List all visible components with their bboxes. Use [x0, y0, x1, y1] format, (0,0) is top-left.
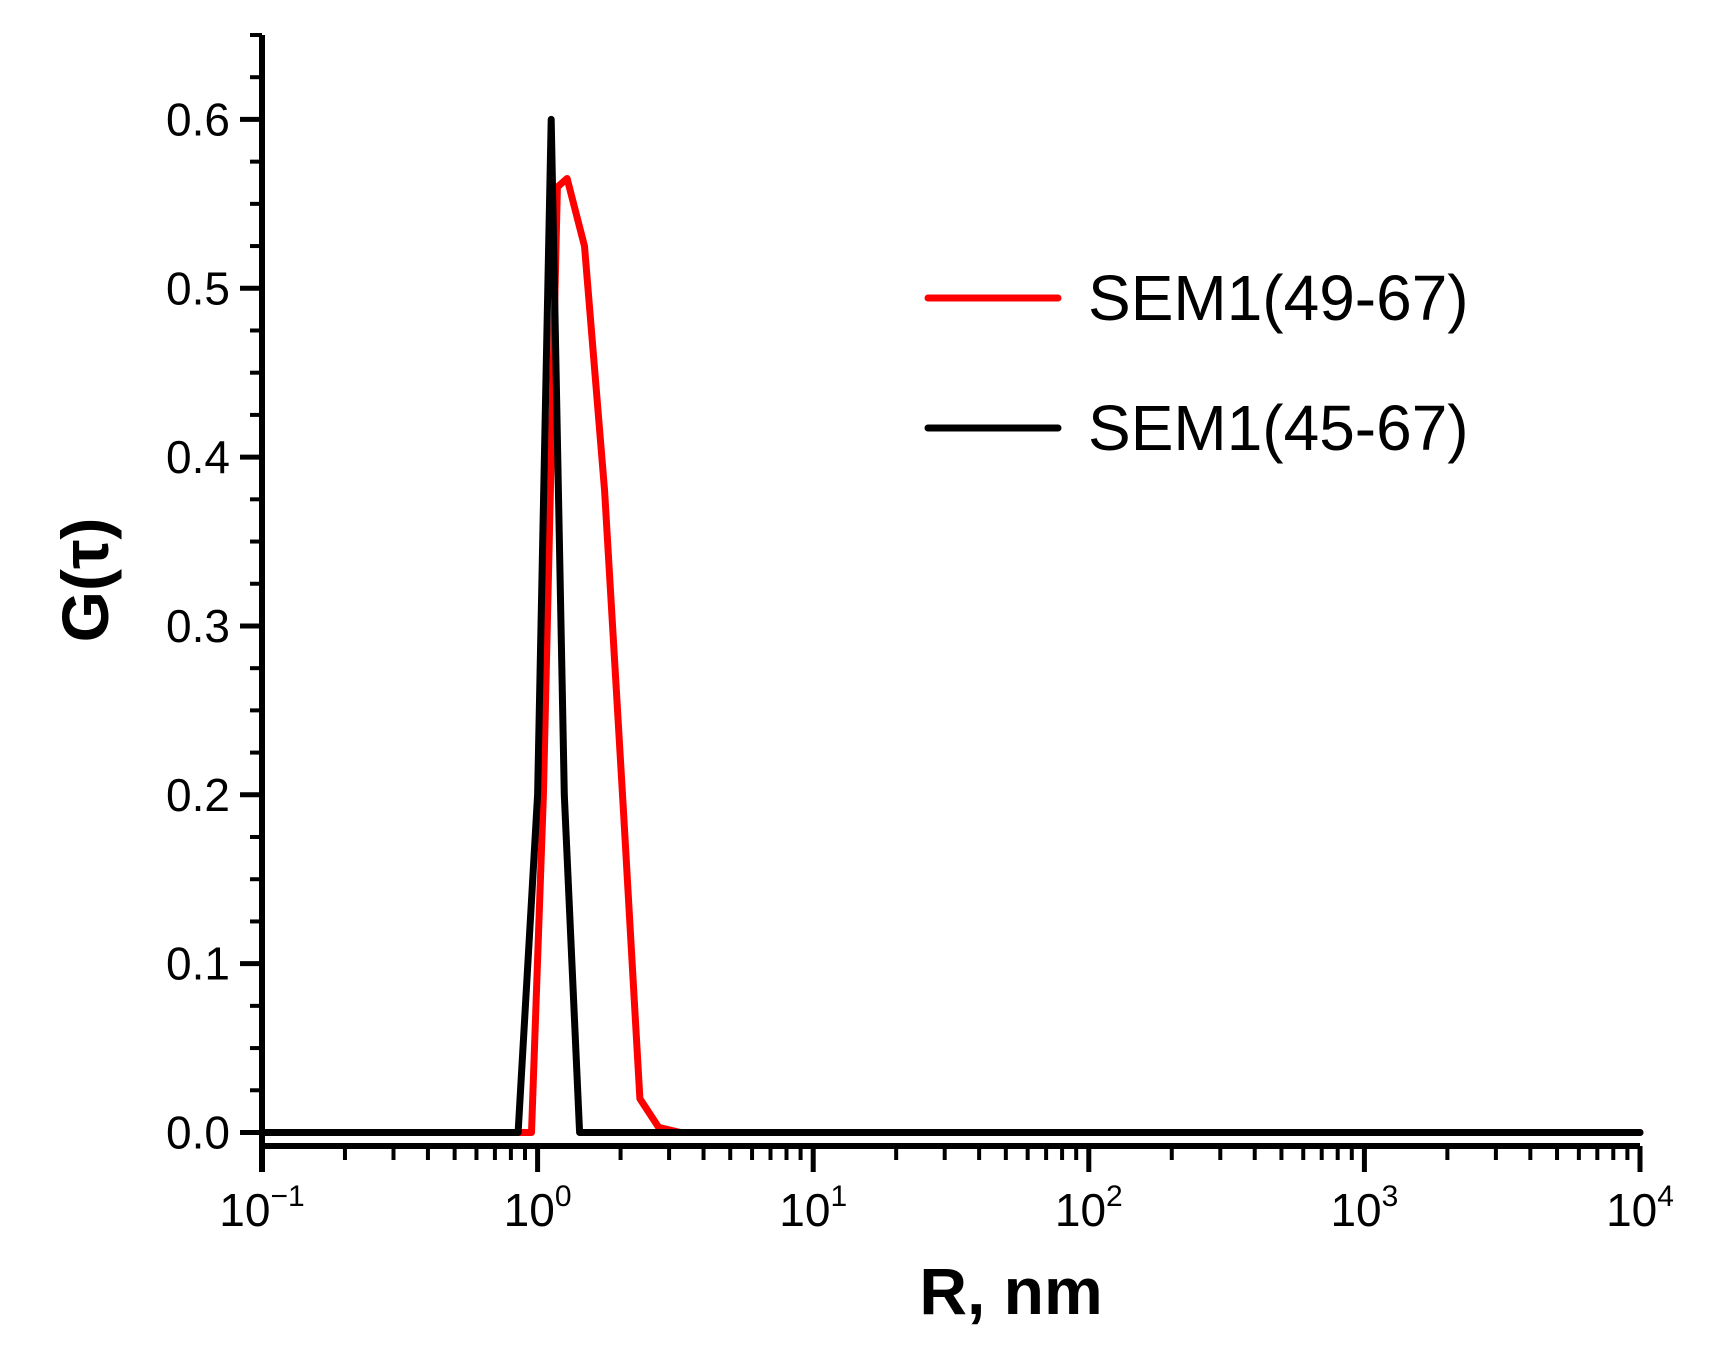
x-tick-label: 101 [779, 1180, 847, 1236]
x-tick-label: 100 [504, 1180, 572, 1236]
legend-label-0: SEM1(49-67) [1088, 262, 1469, 334]
y-tick-label: 0.5 [166, 262, 230, 314]
x-tick-label: 103 [1330, 1180, 1398, 1236]
y-tick-label: 0.0 [166, 1106, 230, 1158]
x-tick-label: 10−1 [219, 1180, 304, 1236]
labels-layer: 0.0 0.1 0.2 0.3 0.4 0.5 0.6 10−1 100 101 102 103 104 [166, 93, 1674, 1236]
y-tick-label: 0.3 [166, 600, 230, 652]
series-layer [258, 115, 1644, 1136]
x-tick-label: 102 [1055, 1180, 1123, 1236]
axes-layer [259, 35, 1640, 1172]
y-tick-label: 0.4 [166, 431, 230, 483]
legend-label-1: SEM1(45-67) [1088, 392, 1469, 464]
series-line-1 [258, 115, 1644, 1136]
y-tick-label: 0.2 [166, 769, 230, 821]
y-tick-label: 0.1 [166, 938, 230, 990]
legend: SEM1(49-67) SEM1(45-67) [924, 262, 1469, 464]
ticks-layer [240, 33, 1643, 1172]
x-axis-title: R, nm [919, 1254, 1102, 1328]
y-axis-title: G(τ) [48, 518, 122, 643]
x-tick-label: 104 [1606, 1180, 1674, 1236]
y-tick-label: 0.6 [166, 93, 230, 145]
series-line-0 [258, 175, 1644, 1136]
